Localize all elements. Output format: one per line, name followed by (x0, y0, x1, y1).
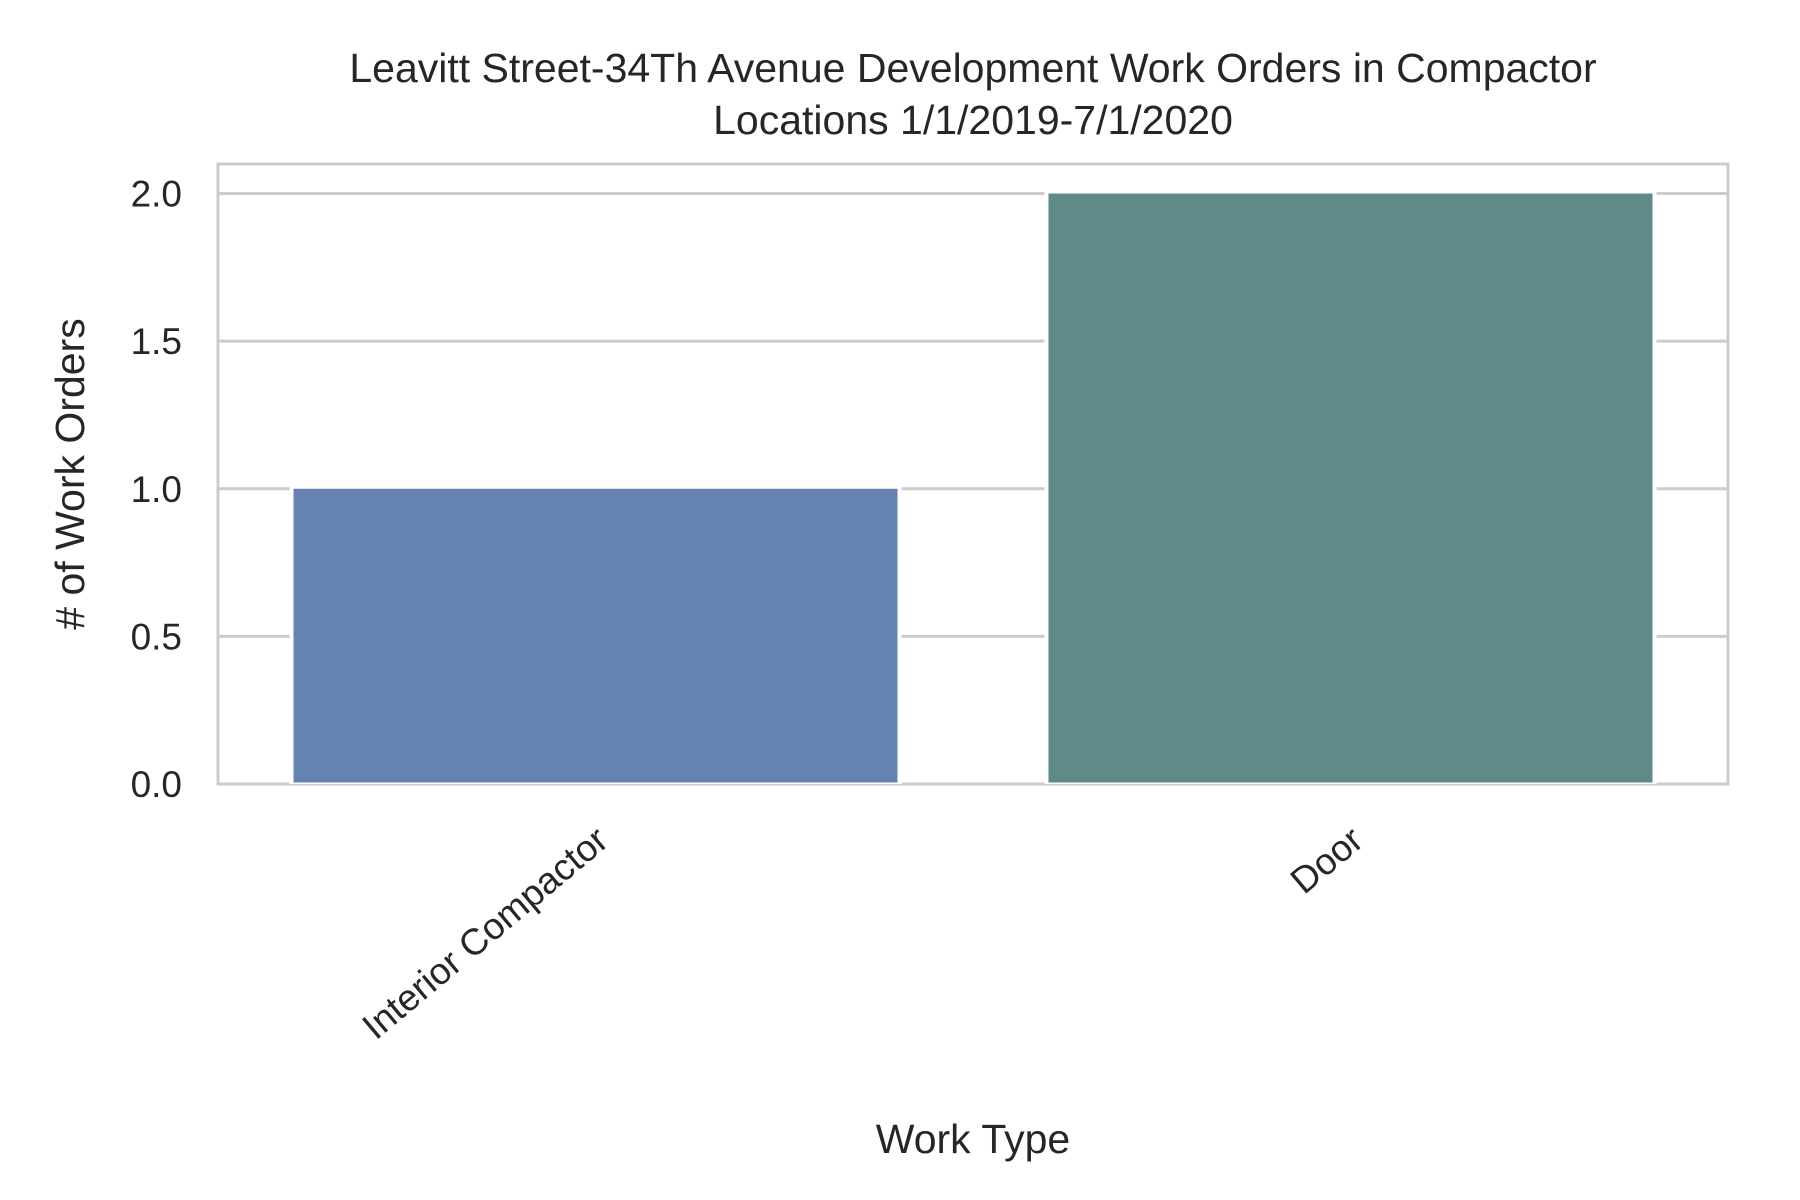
y-tick-labels: 0.0 0.5 1.0 1.5 2.0 (131, 174, 182, 805)
y-tick-label: 1.5 (131, 321, 182, 362)
chart-title-line-2: Locations 1/1/2019-7/1/2020 (713, 97, 1233, 143)
y-tick-label: 2.0 (131, 174, 182, 215)
y-tick-label: 1.0 (131, 469, 182, 510)
y-tick-label: 0.0 (131, 764, 182, 805)
bar-interior-compactor (293, 488, 898, 783)
chart-title: Leavitt Street-34Th Avenue Development W… (349, 45, 1596, 143)
x-axis-label: Work Type (876, 1116, 1070, 1162)
y-axis-label: # of Work Orders (47, 318, 93, 629)
chart-title-line-1: Leavitt Street-34Th Avenue Development W… (349, 45, 1596, 91)
y-tick-label: 0.5 (131, 616, 182, 657)
bars (289, 189, 1657, 784)
bar-door (1048, 193, 1653, 783)
